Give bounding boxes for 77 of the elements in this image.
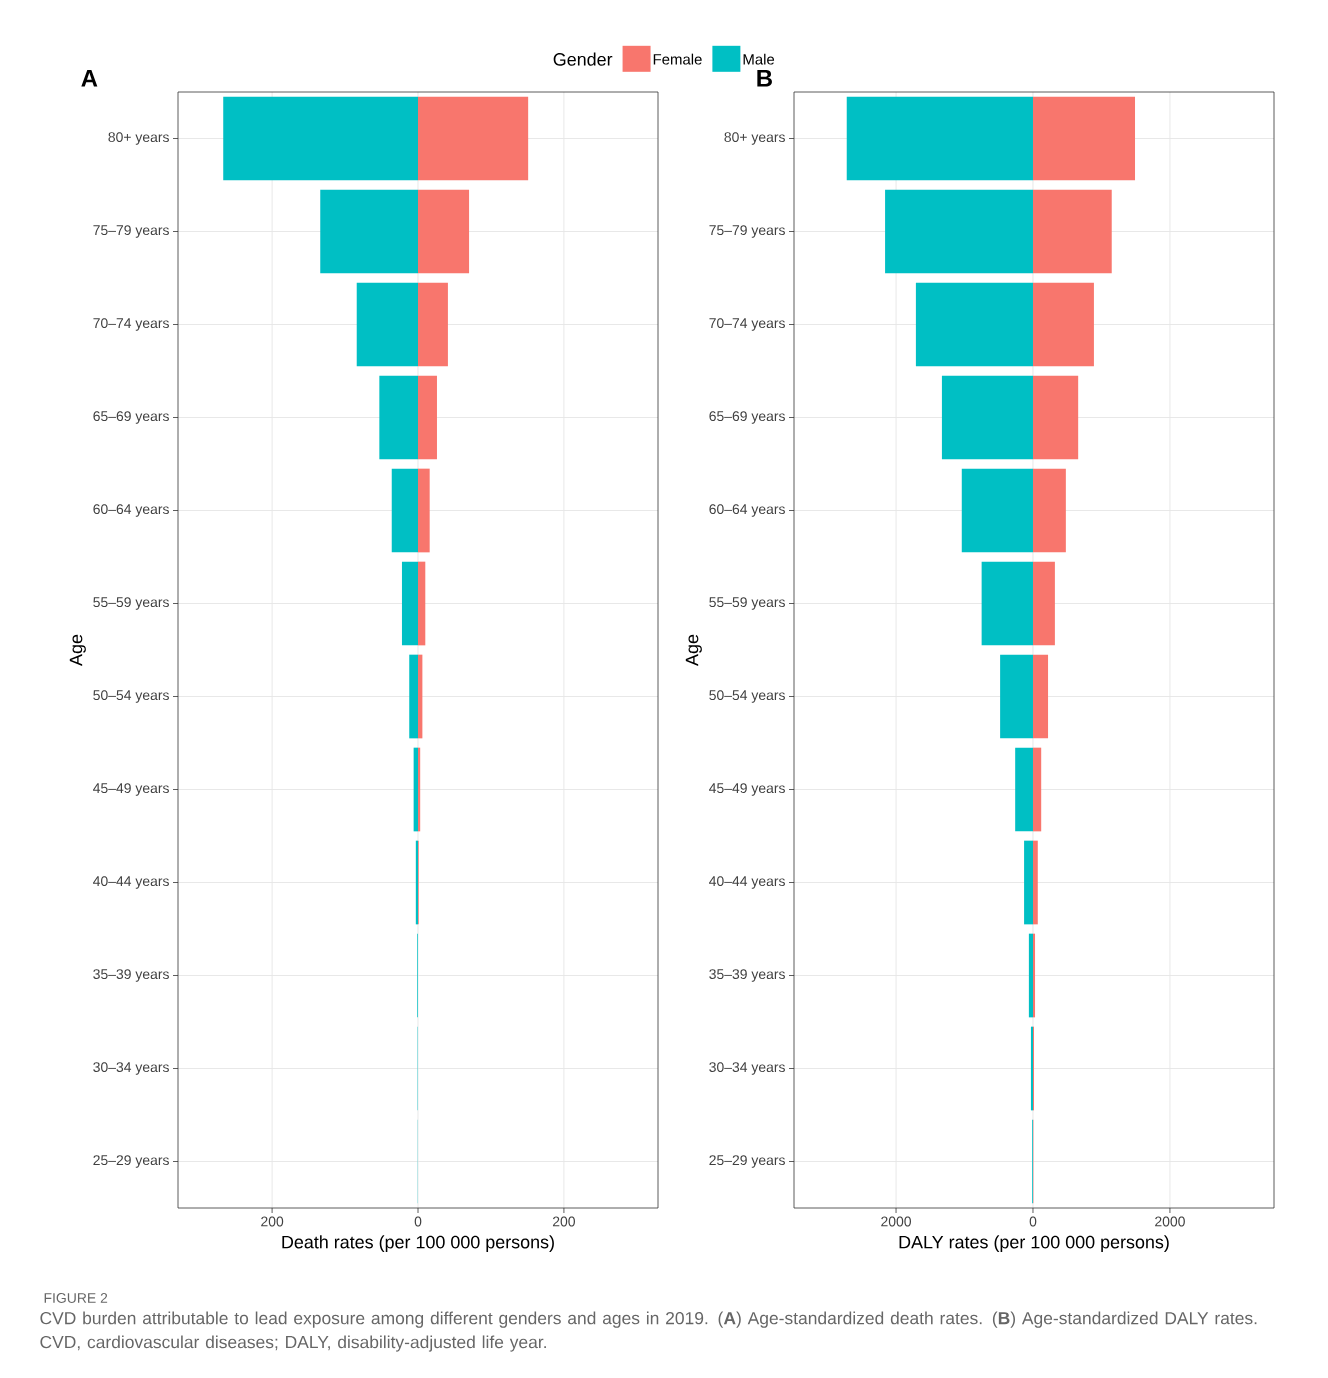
bar <box>1015 747 1033 832</box>
bar <box>1032 840 1038 925</box>
y-axis-title: Age <box>685 634 702 666</box>
x-axis-title: DALY rates (per 100 000 persons) <box>899 1235 1169 1252</box>
bar <box>981 561 1033 646</box>
bar <box>1032 189 1112 274</box>
y-tick-label: 35–39 years <box>709 969 785 982</box>
y-tick-label: 40–44 years <box>709 876 785 889</box>
bar <box>961 468 1033 553</box>
y-tick-label: 25–29 years <box>709 1155 785 1168</box>
y-tick-label: 50–54 years <box>93 690 169 703</box>
y-tick-label: 55–59 years <box>709 597 785 610</box>
bar <box>1032 96 1136 181</box>
y-tick-label: 45–49 years <box>93 783 169 796</box>
y-tick-label: 60–64 years <box>709 504 785 517</box>
y-tick-label: 80+ years <box>108 132 169 145</box>
bar <box>418 282 448 367</box>
bar <box>418 468 430 553</box>
y-tick-label: 65–69 years <box>709 411 785 424</box>
y-tick-label: 40–44 years <box>93 876 169 889</box>
bar <box>418 189 470 274</box>
y-tick-label: 35–39 years <box>93 969 169 982</box>
y-tick-label: 30–34 years <box>93 1062 169 1075</box>
bar <box>1032 561 1055 646</box>
bar <box>885 189 1033 274</box>
chart-title: B <box>757 70 772 87</box>
legend-label: Female <box>653 53 702 65</box>
chart-title: A <box>81 70 98 87</box>
bar <box>413 747 418 832</box>
y-tick-label: 50–54 years <box>709 690 785 703</box>
caption: FIGURE 2 <box>44 1293 108 1303</box>
bar <box>1028 933 1033 1018</box>
bar <box>1032 933 1036 1018</box>
text: CVD burden attributable to lead exposure among different genders and ages in 2019. (A) Age-standardized death rates. (B) Age-standardized DALY rates. CVD, cardiovascular diseases; DALY, disability-adjusted life year. <box>40 1311 1257 1352</box>
y-tick-label: 75–79 years <box>93 225 169 238</box>
bar <box>1032 282 1094 367</box>
bar <box>223 96 418 181</box>
y-tick-label: 80+ years <box>724 132 785 145</box>
bar <box>409 654 418 739</box>
x-tick-label: 2000 <box>1155 1216 1185 1227</box>
bar <box>391 468 418 553</box>
bar <box>1032 747 1042 832</box>
bar <box>356 282 418 367</box>
bar <box>1032 654 1049 739</box>
x-tick-label: 0 <box>414 1216 422 1227</box>
x-tick-label: 200 <box>261 1216 284 1227</box>
bar <box>1032 375 1079 460</box>
y-axis-title: Age <box>69 634 86 666</box>
y-tick-label: 30–34 years <box>709 1062 785 1075</box>
bar <box>941 375 1033 460</box>
y-tick-label: 70–74 years <box>709 318 785 331</box>
bar <box>1032 468 1066 553</box>
y-tick-label: 60–64 years <box>93 504 169 517</box>
x-tick-label: 2000 <box>881 1216 911 1227</box>
y-tick-label: 25–29 years <box>93 1155 169 1168</box>
bar <box>379 375 418 460</box>
bar <box>320 189 418 274</box>
bar <box>846 96 1033 181</box>
x-tick-label: 200 <box>552 1216 575 1227</box>
legend-title: Gender <box>553 52 613 66</box>
bar <box>418 561 426 646</box>
bar <box>418 375 437 460</box>
bar <box>1000 654 1033 739</box>
y-tick-label: 45–49 years <box>709 783 785 796</box>
x-tick-label: 0 <box>1029 1216 1037 1227</box>
y-tick-label: 70–74 years <box>93 318 169 331</box>
y-tick-label: 65–69 years <box>93 411 169 424</box>
bar <box>915 282 1033 367</box>
x-axis-title: Death rates (per 100 000 persons) <box>282 1235 554 1252</box>
legend-label: Male <box>743 53 775 65</box>
bar <box>418 654 423 739</box>
bar <box>418 96 529 181</box>
y-tick-label: 55–59 years <box>93 597 169 610</box>
bar <box>418 747 421 832</box>
y-tick-label: 75–79 years <box>709 225 785 238</box>
bar <box>1024 840 1033 925</box>
bar <box>401 561 418 646</box>
